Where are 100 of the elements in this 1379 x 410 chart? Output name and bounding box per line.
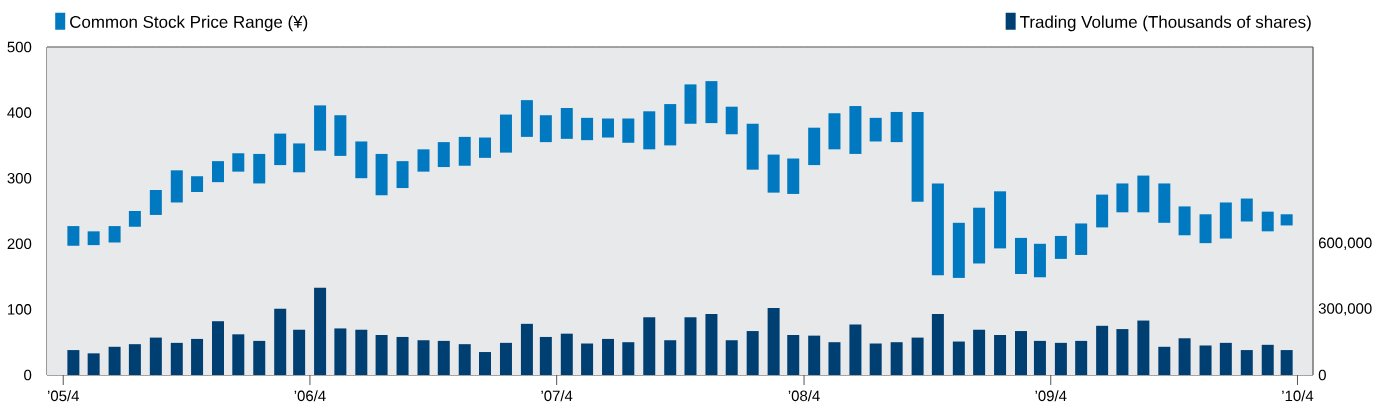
bar xyxy=(437,340,450,375)
bar xyxy=(67,350,80,375)
y2-tick-label: 600,000 xyxy=(1318,237,1372,250)
bar xyxy=(911,337,924,375)
bar xyxy=(931,313,944,375)
bar xyxy=(128,211,141,227)
bar xyxy=(643,317,656,375)
y-tick-label: 0 xyxy=(24,369,32,381)
bar xyxy=(520,100,533,137)
bar xyxy=(1033,243,1046,278)
bar xyxy=(108,346,121,375)
bar xyxy=(1280,214,1293,226)
bar xyxy=(643,111,656,150)
bar xyxy=(293,329,306,375)
bar xyxy=(108,226,121,243)
bar xyxy=(664,340,677,375)
bar xyxy=(808,335,821,375)
bar xyxy=(1075,223,1088,255)
bar xyxy=(1096,194,1109,228)
bar xyxy=(274,308,287,375)
bar xyxy=(869,343,882,375)
x-tick-label: ’05/4 xyxy=(47,390,79,402)
bar xyxy=(952,341,965,375)
bar xyxy=(931,183,944,276)
bar xyxy=(664,104,677,146)
bar xyxy=(458,136,471,166)
bar xyxy=(334,115,347,156)
bar xyxy=(684,84,697,124)
bar xyxy=(499,114,512,153)
bar xyxy=(828,113,841,150)
bar xyxy=(212,321,225,375)
bar xyxy=(1033,340,1046,375)
bar xyxy=(828,342,841,375)
bar xyxy=(973,329,986,375)
legend-label: Trading Volume (Thousands of shares) xyxy=(1020,15,1311,32)
bar xyxy=(1199,214,1212,244)
bar xyxy=(767,154,780,193)
bar xyxy=(684,317,697,375)
bar xyxy=(149,337,162,375)
bar xyxy=(170,170,183,203)
bar xyxy=(1015,331,1028,375)
bar xyxy=(314,105,327,151)
bar xyxy=(746,123,759,170)
bar xyxy=(994,334,1007,375)
x-tick-label: ’06/4 xyxy=(294,390,326,402)
bar xyxy=(911,111,924,202)
legend-label: Common Stock Price Range (¥) xyxy=(70,15,308,32)
bar xyxy=(808,127,821,166)
bar xyxy=(128,344,141,375)
bar xyxy=(787,158,800,194)
bar xyxy=(1158,183,1171,223)
bar xyxy=(479,352,492,375)
bar xyxy=(191,176,204,192)
bar xyxy=(437,142,450,168)
bar xyxy=(1116,183,1129,213)
bar xyxy=(622,118,635,143)
bar xyxy=(952,222,965,278)
bar xyxy=(355,329,368,375)
bar xyxy=(849,106,862,154)
bar xyxy=(396,161,409,189)
bar xyxy=(87,231,100,246)
bar xyxy=(539,336,552,375)
bar xyxy=(1240,350,1253,375)
bar xyxy=(1261,344,1274,375)
bar xyxy=(1096,325,1109,375)
bar xyxy=(274,133,287,166)
bar xyxy=(334,328,347,375)
bar xyxy=(417,149,430,172)
bar xyxy=(1075,340,1088,375)
y-tick-label: 300 xyxy=(7,172,32,184)
bar xyxy=(560,333,573,375)
y-tick-label: 100 xyxy=(8,304,32,315)
bar xyxy=(417,340,430,375)
bar xyxy=(622,342,635,375)
bar xyxy=(212,161,225,183)
bar xyxy=(232,334,245,375)
x-tick-label: ’07/4 xyxy=(541,390,573,402)
y2-tick-label: 300,000 xyxy=(1318,303,1372,316)
bar xyxy=(787,334,800,375)
bar xyxy=(994,191,1007,249)
bar xyxy=(560,108,573,139)
bar xyxy=(602,118,615,138)
bar xyxy=(746,331,759,375)
bar xyxy=(375,334,388,375)
bar xyxy=(253,340,266,375)
bar xyxy=(890,342,903,375)
bar xyxy=(170,342,183,375)
bar xyxy=(67,226,80,246)
bar xyxy=(1219,342,1232,375)
bar xyxy=(1178,338,1191,375)
bar xyxy=(725,106,738,135)
bar xyxy=(1054,235,1067,259)
bar xyxy=(767,308,780,375)
y-tick-label: 200 xyxy=(7,238,32,250)
bar xyxy=(705,313,718,375)
bar xyxy=(499,342,512,375)
bar xyxy=(890,111,903,143)
bar xyxy=(1280,350,1293,375)
bar xyxy=(973,207,986,264)
bar xyxy=(1219,202,1232,239)
